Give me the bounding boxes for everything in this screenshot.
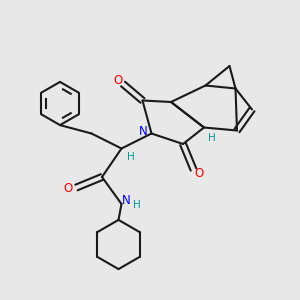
Text: O: O xyxy=(64,182,73,196)
Text: O: O xyxy=(194,167,203,180)
Text: N: N xyxy=(122,194,130,208)
Text: N: N xyxy=(139,124,148,138)
Text: O: O xyxy=(114,74,123,87)
Text: H: H xyxy=(127,152,135,163)
Text: H: H xyxy=(208,133,215,143)
Text: H: H xyxy=(133,200,141,211)
